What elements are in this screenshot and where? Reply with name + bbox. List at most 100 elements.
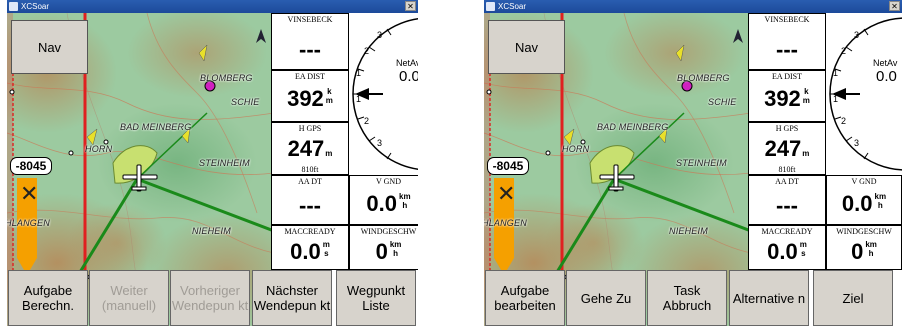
infobox-maccready[interactable]: MACCREADY 0.0 m s — [271, 225, 349, 270]
map-label: STEINHEIM — [676, 158, 727, 168]
infobox-value: --- — [776, 193, 798, 218]
infobox-value: 247 — [287, 136, 325, 161]
menu-button[interactable]: Vorheriger Wendepun kt — [170, 270, 250, 326]
map-label: SCHIE — [231, 97, 260, 107]
infobox-unit-top: k — [804, 87, 809, 96]
infobox-value-wrap: 247m — [272, 137, 348, 166]
map-label: SCHIE — [708, 97, 737, 107]
aircraft-icon — [599, 164, 635, 192]
infobox-unit-top: km — [865, 240, 877, 249]
menu-button[interactable]: Alternative n — [729, 270, 809, 326]
infobox-unit-bottom: s — [324, 249, 329, 258]
map-view[interactable]: ✕ — [7, 13, 274, 326]
close-icon: ✕ — [20, 182, 38, 207]
map-label: HORN — [562, 144, 590, 154]
infobox-maccready[interactable]: MACCREADY 0.0 m s — [748, 225, 826, 270]
infobox-unit-top: km — [874, 192, 887, 201]
netavg-value: 0.0 — [876, 68, 897, 85]
infobox-ea-dist[interactable]: EA DIST 392 k m — [748, 70, 826, 122]
infobox-comment: 810ft — [301, 165, 319, 174]
infobox-windgeschw[interactable]: WINDGESCHW 0 km h — [349, 225, 418, 270]
infobox-vinsebeck[interactable]: VINSEBECK --- — [271, 13, 349, 70]
infobox-h-gps[interactable]: H GPS 247m 810ft — [748, 122, 826, 175]
vario-scale-label: 3 — [854, 30, 860, 40]
infobox-aa-dt[interactable]: AA DT --- — [748, 175, 826, 225]
vario-scale-label: 1 — [356, 94, 362, 104]
vario-scale-label: 2 — [364, 116, 370, 126]
map-label: BLOMBERG — [677, 73, 730, 83]
infobox-unit-top: k — [327, 87, 332, 96]
vario-gauge — [829, 17, 902, 171]
menu-button[interactable]: Wegpunkt Liste — [336, 270, 416, 326]
infobox-unit-bottom: h — [393, 249, 399, 258]
altitude-badge: -8045 — [487, 157, 529, 175]
infobox-value: 392 — [764, 86, 801, 111]
nav-button[interactable]: Nav — [488, 20, 565, 74]
infobox-ea-dist[interactable]: EA DIST 392 k m — [271, 70, 349, 122]
infobox-value: 0.0 — [767, 239, 798, 264]
vario-scale-label: 3 — [854, 138, 860, 148]
infobox-v-gnd[interactable]: V GND 0.0 km h — [826, 175, 902, 225]
close-button[interactable]: ✕ — [889, 1, 900, 11]
app-icon — [486, 2, 495, 11]
infobox-value-wrap: 392 k m — [272, 87, 348, 111]
infobox-unit: m — [325, 149, 333, 158]
waypoint-marker — [204, 80, 216, 92]
infobox-title: EA DIST — [295, 72, 325, 81]
infobox-aa-dt[interactable]: AA DT --- — [271, 175, 349, 225]
infobox-unit-top: km — [399, 192, 411, 201]
waypoint-marker — [681, 80, 693, 92]
infobox-value-wrap: 0.0 m s — [272, 240, 348, 264]
infobox-unit-bottom: s — [801, 249, 806, 258]
infobox-title: V GND — [376, 177, 401, 186]
xcsoar-window-1: XCSoar ✕ ✕ — [7, 0, 418, 326]
infobox-unit: m — [802, 149, 810, 158]
glide-arrow — [494, 178, 514, 275]
menu-button[interactable]: Aufgabe Berechn. — [8, 270, 88, 326]
vario-scale-label: 1 — [833, 94, 839, 104]
infobox-value: --- — [776, 37, 798, 62]
map-label: STEINHEIM — [199, 158, 250, 168]
infobox-vinsebeck[interactable]: VINSEBECK --- — [748, 13, 826, 70]
menu-button[interactable]: Task Abbruch — [647, 270, 727, 326]
infobox-value: 0 — [851, 239, 864, 264]
infobox-title: H GPS — [775, 124, 799, 133]
menu-button[interactable]: Weiter (manuell) — [89, 270, 169, 326]
infobox-value: 0.0 — [841, 191, 873, 216]
menu-button[interactable]: Aufgabe bearbeiten — [485, 270, 565, 326]
menu-button[interactable]: Gehe Zu — [566, 270, 646, 326]
vario-scale-label: 2 — [841, 46, 847, 56]
netavg-label: NetAvg — [396, 58, 418, 68]
title-bar: XCSoar ✕ — [484, 0, 902, 13]
close-button[interactable]: ✕ — [405, 1, 416, 11]
infobox-value-wrap: 0.0 km h — [350, 192, 418, 216]
infobox-unit-bottom: m — [802, 96, 810, 105]
glide-reach-area — [589, 145, 635, 184]
infobox-value-wrap: 0 km h — [350, 240, 418, 264]
app-icon — [9, 2, 18, 11]
menu-button[interactable]: Nächster Wendepun kt — [252, 270, 332, 326]
title-bar: XCSoar ✕ — [7, 0, 418, 13]
infobox-v-gnd[interactable]: V GND 0.0 km h — [349, 175, 418, 225]
menu-button[interactable]: Ziel — [813, 270, 893, 326]
infobox-value-wrap: 0.0 km h — [827, 192, 901, 216]
infobox-unit-bottom: h — [868, 249, 874, 258]
infobox-title: WINDGESCHW — [836, 227, 892, 236]
infobox-comment: 810ft — [778, 165, 796, 174]
map-label: BAD MEINBERG — [597, 122, 669, 132]
infobox-unit-bottom: h — [877, 201, 883, 210]
track-line — [136, 177, 274, 233]
infobox-value-wrap: 0 km h — [827, 240, 901, 264]
window-title: XCSoar — [498, 2, 527, 11]
north-arrow-icon — [256, 29, 266, 43]
infobox-h-gps[interactable]: H GPS 247m 810ft — [271, 122, 349, 175]
infobox-title: MACCREADY — [284, 227, 336, 236]
infobox-title: VINSEBECK — [764, 15, 810, 24]
nav-button[interactable]: Nav — [11, 20, 88, 74]
vario-gauge — [352, 18, 418, 170]
infobox-value: 0 — [375, 239, 388, 264]
infobox-windgeschw[interactable]: WINDGESCHW 0 km h — [826, 225, 902, 270]
xcsoar-window-2: XCSoar ✕ ✕ — [484, 0, 902, 326]
vario-scale-label: 1 — [833, 68, 839, 78]
map-label: HLANGEN — [7, 218, 50, 228]
